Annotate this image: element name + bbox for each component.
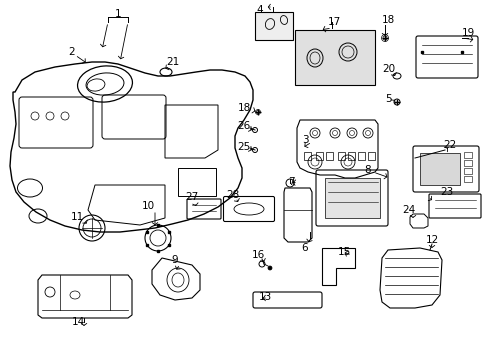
Text: 2: 2 <box>68 47 75 57</box>
Bar <box>304 152 310 160</box>
Text: 5: 5 <box>385 94 391 104</box>
Text: 20: 20 <box>382 64 395 74</box>
Text: 10: 10 <box>141 201 154 211</box>
Text: 9: 9 <box>171 255 178 265</box>
Bar <box>337 152 345 160</box>
Bar <box>178 168 216 196</box>
Text: 22: 22 <box>443 140 456 150</box>
Text: 18: 18 <box>381 15 394 25</box>
Bar <box>325 152 332 160</box>
Text: 11: 11 <box>70 212 83 222</box>
Text: 23: 23 <box>440 187 453 197</box>
Bar <box>315 152 323 160</box>
Text: 8: 8 <box>364 165 370 175</box>
Text: 26: 26 <box>237 121 250 131</box>
Bar <box>463 152 471 158</box>
Bar <box>357 152 364 160</box>
Text: 27: 27 <box>185 192 198 202</box>
Bar <box>463 176 471 182</box>
Bar <box>325 178 379 218</box>
Text: 18: 18 <box>237 103 250 113</box>
Text: 24: 24 <box>402 205 415 215</box>
Text: 15: 15 <box>337 247 350 257</box>
Text: 25: 25 <box>237 142 250 152</box>
Text: 1: 1 <box>115 9 121 19</box>
Bar <box>294 30 374 85</box>
Bar <box>254 12 292 40</box>
Text: 14: 14 <box>71 317 84 327</box>
Text: 4: 4 <box>256 5 263 15</box>
Text: 6: 6 <box>301 243 307 253</box>
Text: 19: 19 <box>461 28 474 38</box>
Text: 17: 17 <box>326 17 340 27</box>
Text: 13: 13 <box>258 292 271 302</box>
Text: 28: 28 <box>226 190 239 200</box>
Bar <box>367 152 374 160</box>
Bar <box>463 168 471 174</box>
Text: 16: 16 <box>251 250 264 260</box>
Text: 12: 12 <box>425 235 438 245</box>
Text: 3: 3 <box>301 135 307 145</box>
Bar <box>463 160 471 166</box>
Bar <box>419 153 459 185</box>
Bar <box>347 152 354 160</box>
Ellipse shape <box>267 266 271 270</box>
Text: 7: 7 <box>287 177 294 187</box>
Text: 21: 21 <box>166 57 179 67</box>
